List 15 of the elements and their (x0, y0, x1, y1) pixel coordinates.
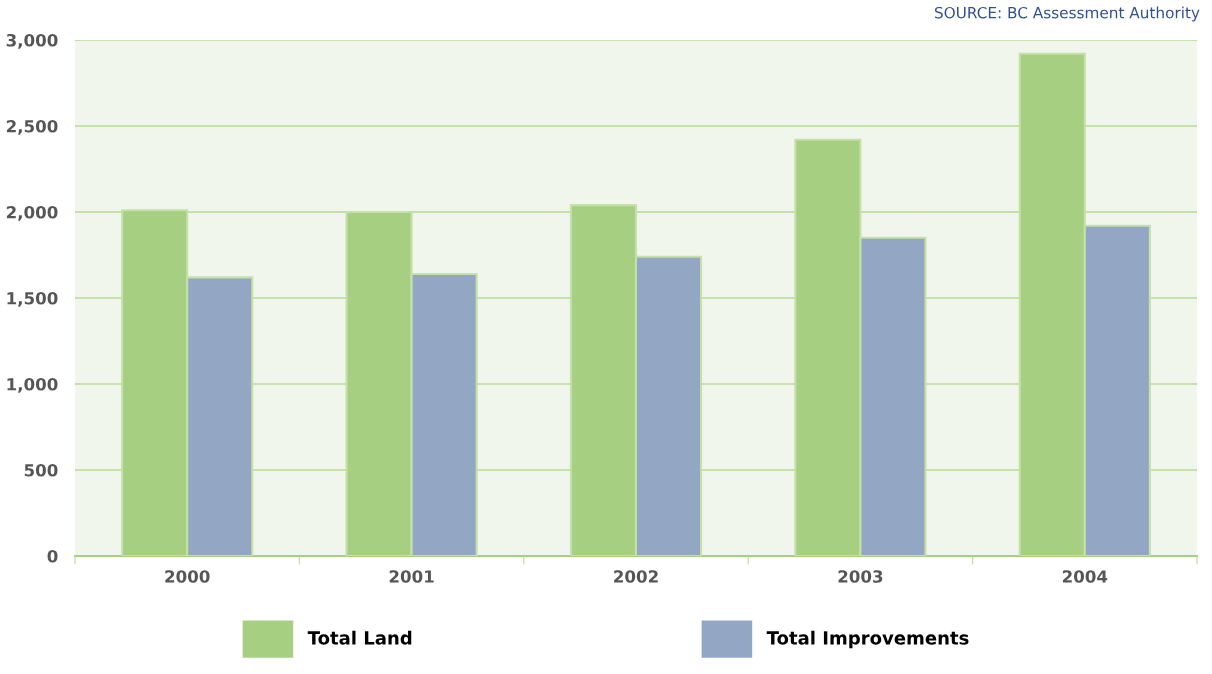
x-tick-label: 2002 (614, 570, 658, 583)
x-tick-label: 2004 (1062, 570, 1108, 583)
y-tick-label: 500 (24, 463, 58, 477)
x-tick-label: 2001 (389, 570, 434, 583)
y-tick-label: 1,500 (7, 291, 58, 307)
y-tick-label: 0 (47, 549, 58, 563)
x-tick-label: 2000 (165, 570, 210, 583)
legend-label: Total Land (307, 630, 412, 645)
y-tick-label: 2,500 (6, 119, 58, 135)
y-tick-label: 3,000 (6, 33, 58, 49)
y-tick-label: 1,000 (7, 377, 58, 393)
x-tick-label: 2003 (838, 570, 883, 583)
source-note: SOURCE: BC Assessment Authority (934, 6, 1200, 22)
legend-label: Total Improvements (766, 630, 969, 649)
y-tick-label: 2,000 (6, 205, 58, 221)
